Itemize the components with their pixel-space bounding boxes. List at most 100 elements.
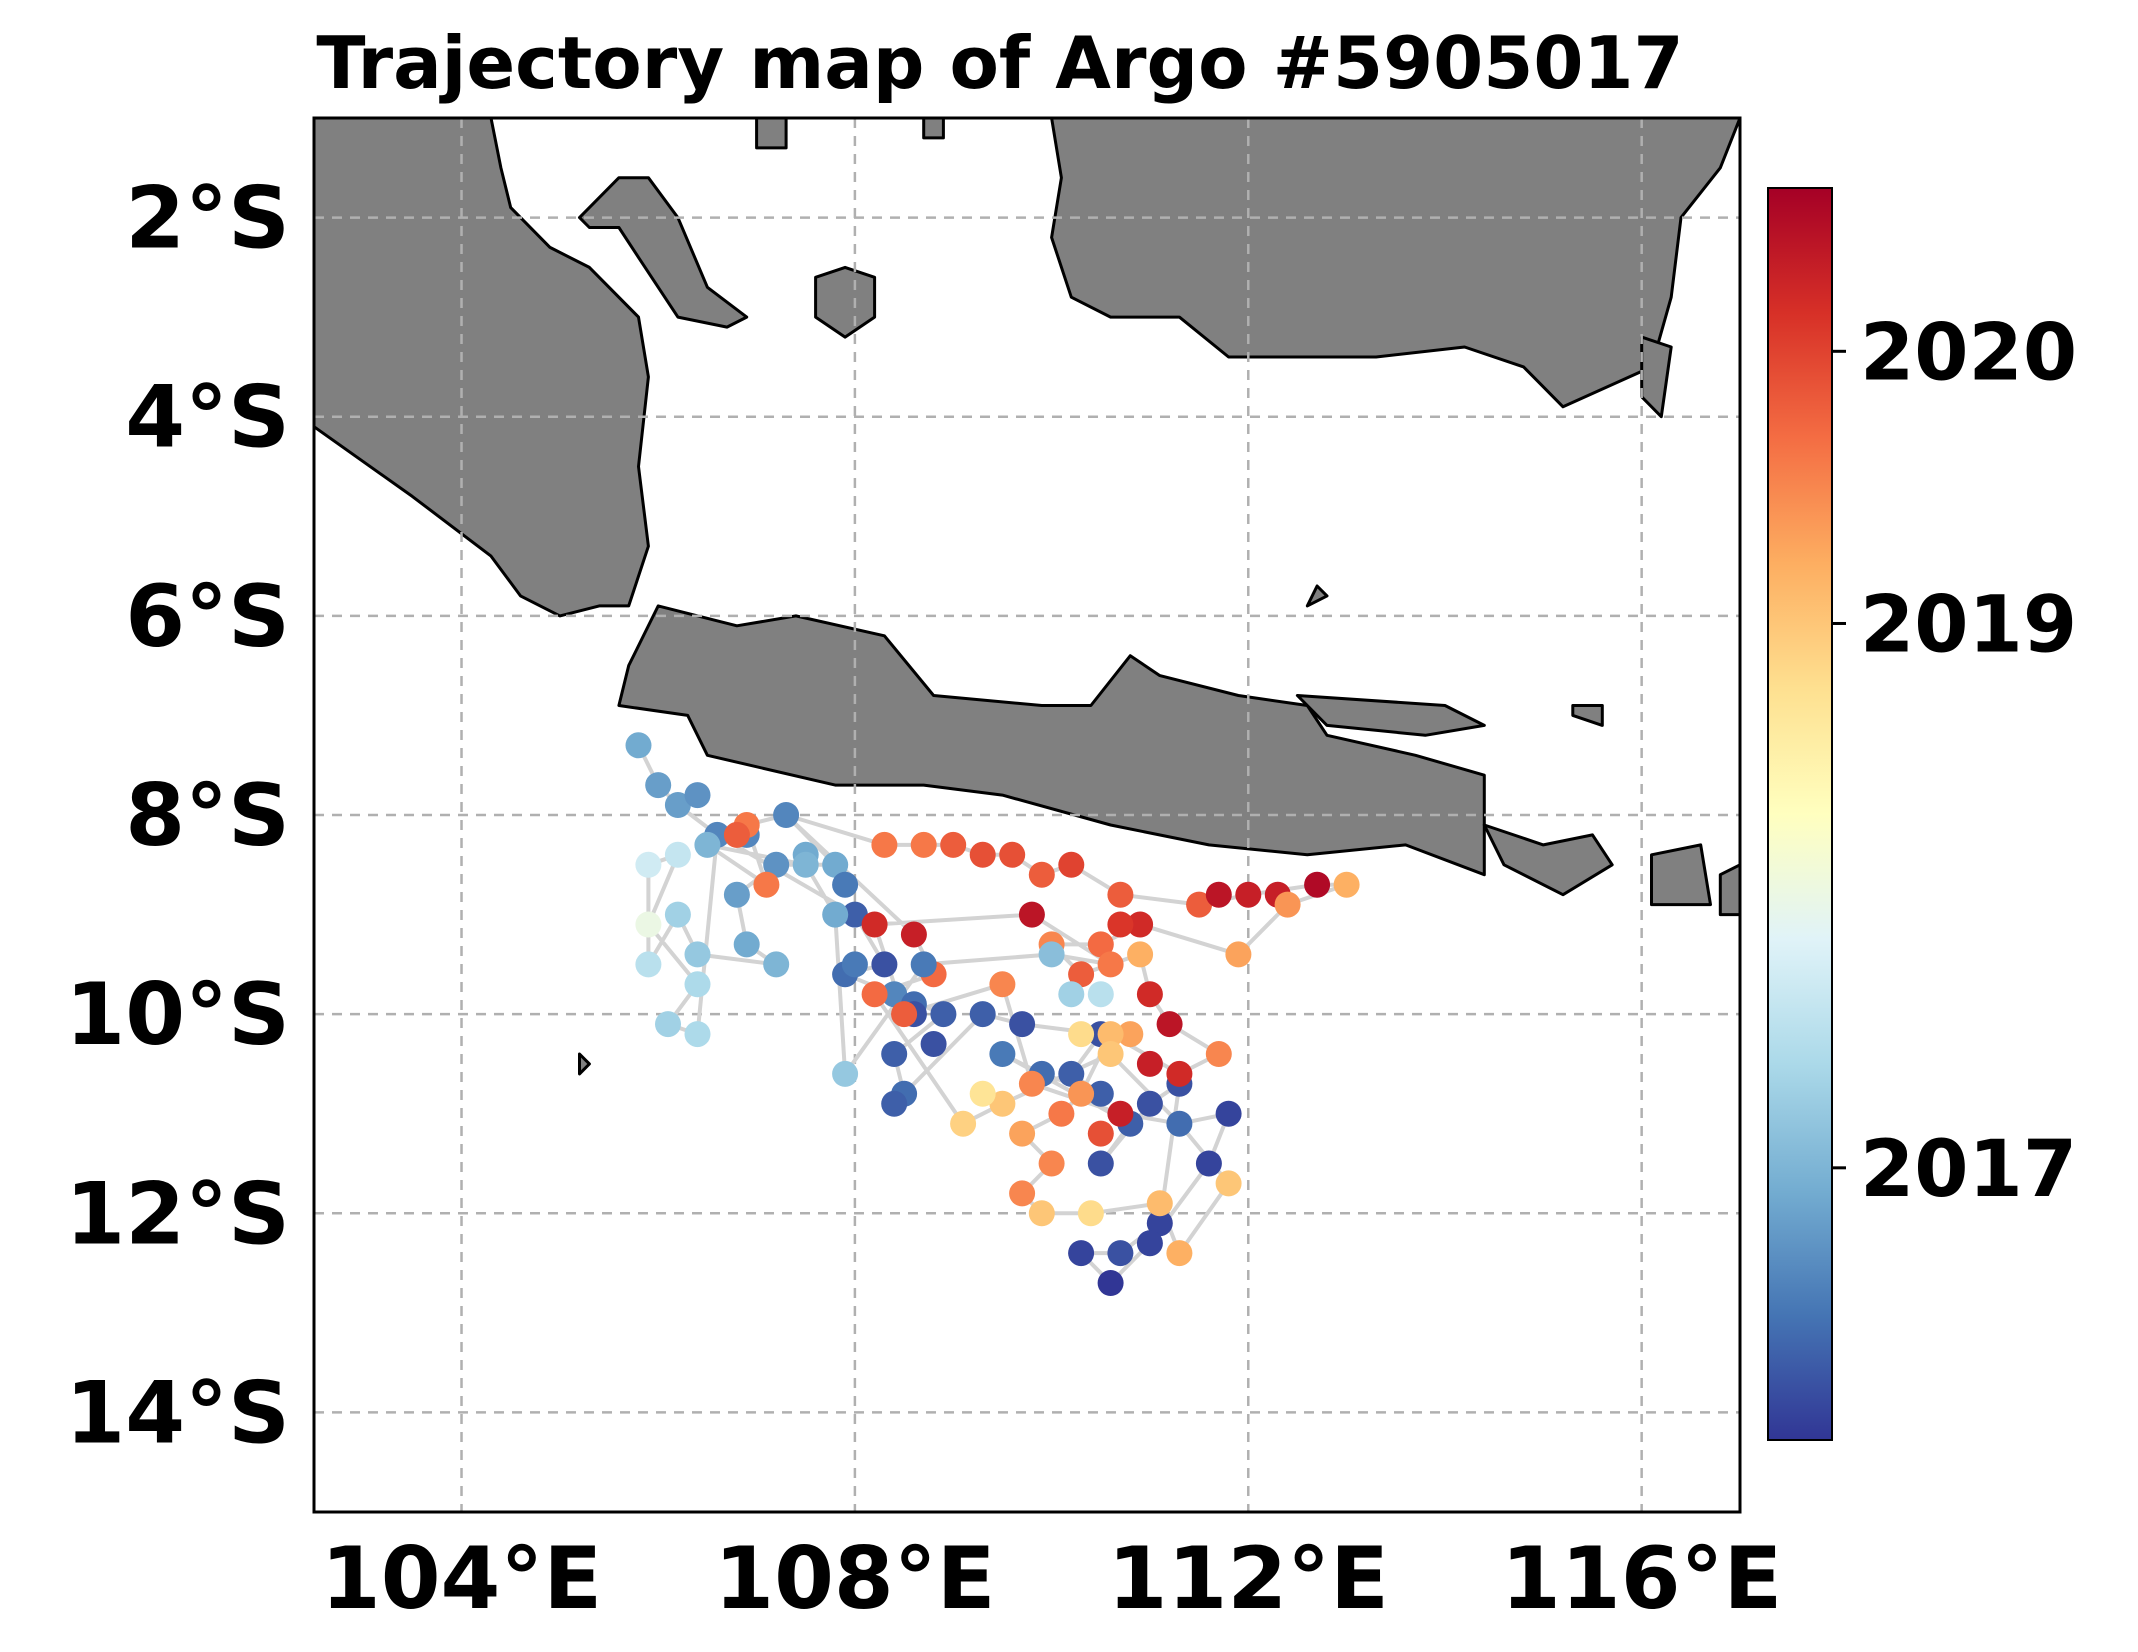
profile-point [625,732,652,759]
profile-point [999,841,1026,868]
profile-point [1156,1011,1183,1038]
profile-point [1097,1021,1124,1048]
profile-point [1107,881,1134,908]
profile-point [910,831,937,858]
profile-point [635,951,662,978]
profile-point [684,1021,711,1048]
colorbar-tick-label: 2020 [1860,308,2077,398]
x-axis: 104°E 108°E 112°E 116°E [321,1529,1782,1629]
profile-point [1166,1060,1193,1087]
profile-point [1136,981,1163,1008]
profile-point [1087,1080,1114,1107]
profile-point [861,981,888,1008]
profile-point [1333,871,1360,898]
profile-point [773,802,800,828]
profile-point [1097,1041,1124,1067]
y-axis: 2°S 4°S 6°S 8°S 10°S 12°S 14°S [65,169,290,1464]
profile-point [684,941,711,968]
profile-point [684,971,711,998]
colorbar: 2017 2019 2020 [1767,187,2077,1441]
profile-point [1038,1150,1065,1177]
profile-point [841,901,868,928]
profile-point [723,881,750,908]
landmass [1571,704,1604,727]
profile-point [723,821,750,848]
profile-point [989,1090,1016,1117]
landmass [1050,118,1740,409]
profile-point [635,911,662,938]
profile-point [1058,981,1085,1008]
profile-point [763,951,790,978]
profile-point [1087,931,1114,958]
profile-point [1127,941,1154,968]
profile-point [881,1090,908,1117]
profile-point [1235,881,1262,908]
profile-point [1097,951,1124,978]
profile-point [1009,1180,1036,1207]
map-area [312,116,1742,1514]
profile-point [684,782,711,809]
profile-point [1009,1011,1036,1038]
profile-point [753,871,780,898]
profile-point [969,1001,996,1028]
x-tick-label: 108°E [714,1529,995,1629]
profile-point [1087,1150,1114,1177]
profile-point [989,1041,1016,1067]
y-tick-label: 10°S [65,965,290,1065]
profile-point [832,871,859,898]
profile-point [1166,1110,1193,1137]
profile-point [950,1110,977,1137]
profile-point [792,851,819,878]
float-positions [625,732,1360,1296]
profile-point [1068,1240,1095,1267]
profile-point [664,901,691,928]
profile-point [1058,1060,1085,1087]
profile-point [969,1080,996,1107]
landmass [1482,823,1614,897]
profile-point [1068,1080,1095,1107]
profile-point [694,831,721,858]
colorbar-ticks [1832,349,1846,1170]
x-tick-label: 112°E [1108,1529,1389,1629]
profile-point [930,1001,957,1028]
profile-point [1136,1090,1163,1117]
profile-point [969,841,996,868]
profile-point [1304,871,1331,898]
profile-point [1107,911,1134,938]
profile-point [1136,1050,1163,1077]
profile-point [1166,1240,1193,1267]
profile-point [1225,941,1252,968]
profile-point [1215,1170,1242,1197]
landmass [814,265,877,339]
profile-point [1146,1210,1173,1237]
profile-point [655,1011,681,1038]
profile-point [1146,1190,1173,1217]
profile-point [1077,1200,1104,1227]
profile-point [871,831,898,858]
profile-point [822,851,849,878]
landmass [1295,694,1486,737]
landmass [755,118,788,150]
colorbar-tick-label: 2019 [1860,580,2077,670]
profile-point [1117,1021,1144,1048]
profile-point [881,981,908,1008]
profile-point [1274,891,1301,918]
landmass [1650,843,1712,907]
profile-point [940,831,967,858]
profile-point [861,911,888,938]
profile-point [1186,891,1213,918]
landmass [1305,584,1329,608]
profile-point [1028,1200,1055,1227]
y-tick-label: 14°S [65,1363,290,1463]
landmass [578,1052,591,1076]
profile-point [989,971,1016,998]
landmass [922,118,945,140]
profile-point [891,1001,918,1028]
profile-point [1107,1240,1134,1267]
profile-point [1087,1120,1114,1147]
x-tick-label: 116°E [1501,1529,1782,1629]
profile-point [664,841,691,868]
profile-point [1068,1021,1095,1048]
profile-point [910,951,937,978]
